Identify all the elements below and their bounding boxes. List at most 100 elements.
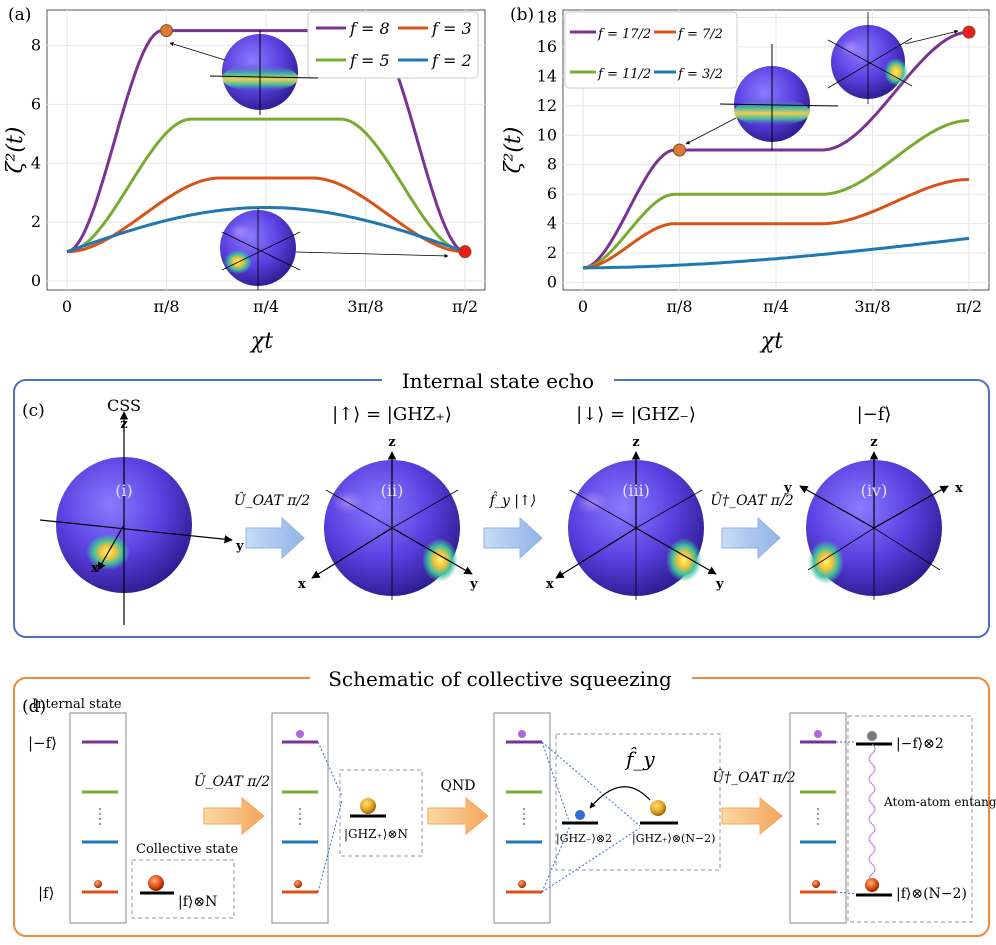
level-diagram-1: [69, 712, 127, 924]
y-tick-label: 4: [547, 214, 557, 233]
op-arrow-1: [245, 516, 305, 560]
op-label-3: Û†_OAT π/2: [710, 491, 793, 509]
op-label-1: Û_OAT π/2: [234, 491, 310, 509]
x-axis-label-b: χt: [759, 329, 783, 354]
x-tick-label: π/2: [452, 297, 478, 316]
state-ghz-plus-rest: |GHZ₊⟩⊗(N−2): [632, 832, 715, 846]
op-arrow-d3: [721, 796, 783, 836]
legend-b-item-3: f = 3/2: [677, 67, 723, 82]
state-f-rest: |f⟩⊗(N−2): [896, 886, 967, 902]
y-tick-label: 12: [537, 96, 557, 115]
y-tick-label: 18: [537, 7, 557, 26]
y-tick-label: 16: [537, 37, 557, 56]
legend-a-item-1: f = 3: [431, 19, 472, 38]
y-tick-label: 14: [537, 66, 557, 85]
legend-a-item-2: f = 5: [349, 51, 390, 70]
axis-x-label-iv: x: [955, 481, 963, 496]
axis-z-label-i: z: [120, 417, 127, 432]
sphere-inset-b-top: [827, 12, 913, 104]
series-line-f-3: [66, 176, 466, 254]
panel-c-title: Internal state echo: [402, 369, 594, 393]
sphere-ghz-minus: [555, 451, 717, 600]
x-tick-label: π/4: [253, 297, 279, 316]
sphere-label-ii: (ii): [381, 481, 404, 500]
op-label-2: f̂_y |↑⟩: [489, 491, 536, 509]
op-arrow-3: [721, 516, 781, 560]
legend-a-item-0: f = 8: [349, 19, 390, 38]
state-ghz-plus: |↑⟩ = |GHZ₊⟩: [332, 404, 452, 425]
axis-z-label-ii: z: [388, 435, 395, 450]
series-line-f-5: [66, 117, 466, 254]
state-f-N: |f⟩⊗N: [178, 894, 217, 910]
state-minus-f-2: |−f⟩⊗2: [896, 736, 944, 752]
level-diagram-3: [493, 712, 641, 924]
data-marker: [962, 25, 976, 39]
internal-state-label: Internal state: [32, 697, 122, 712]
sphere-label-iii: (iii): [622, 481, 650, 500]
x-tick-label: 3π/8: [854, 297, 890, 316]
x-tick-label: 0: [578, 297, 588, 316]
data-marker: [673, 143, 686, 157]
x-axis-label-a: χt: [249, 329, 273, 354]
y-tick-label: 2: [31, 212, 41, 231]
op-label-d2: QND: [441, 778, 476, 794]
axis-y-label-ii: y: [469, 577, 478, 592]
y-tick-label: 0: [547, 273, 557, 292]
sphere-label-iv: (iv): [861, 481, 888, 500]
legend-b-item-0: f = 17/2: [597, 27, 651, 42]
state-ghz-plus-N: |GHZ₊⟩⊗N: [344, 827, 408, 841]
data-marker: [160, 24, 173, 38]
x-tick-label: π/4: [763, 297, 789, 316]
panel-c-label: (c): [22, 401, 45, 421]
legend-b: f = 17/2 f = 7/2 f = 11/2 f = 3/2: [564, 11, 738, 89]
axis-z-label-iii: z: [632, 435, 639, 450]
axis-y-label-iii: y: [715, 577, 724, 592]
y-tick-label: 8: [31, 35, 41, 54]
series-line-f-11-2: [582, 119, 970, 270]
level-bottom-label: |f⟩: [38, 884, 54, 902]
sphere-minus-f: [799, 451, 949, 600]
x-tick-label: 3π/8: [347, 297, 383, 316]
panel-d-frame: [13, 677, 990, 937]
legend-a: f = 8 f = 3 f = 5 f = 2: [307, 11, 479, 79]
x-tick-label: π/8: [153, 297, 179, 316]
legend-b-item-1: f = 7/2: [677, 27, 723, 42]
y-axis-label-b: ζ²(t): [501, 127, 526, 174]
x-tick-label: π/2: [956, 297, 982, 316]
x-tick-label: 0: [62, 297, 72, 316]
level-diagram-2: [271, 712, 343, 924]
sphere-label-i: (i): [115, 481, 133, 500]
sphere-inset-a-top: [209, 30, 319, 115]
sphere-css: [39, 411, 233, 625]
x-tick-label: π/8: [666, 297, 692, 316]
op-label-d1: Û_OAT π/2: [194, 772, 270, 790]
panel-d-label: (d): [22, 697, 46, 717]
panel-d-title: Schematic of collective squeezing: [328, 667, 672, 691]
entanglement-label: Atom-atom entanglement: [883, 795, 996, 809]
legend-b-item-2: f = 11/2: [597, 67, 651, 82]
axis-x-label-iii: x: [546, 577, 554, 592]
fy-operator: f̂_y: [624, 747, 655, 771]
op-label-d3: Û†_OAT π/2: [712, 768, 795, 786]
axis-z-label-iv: z: [870, 435, 877, 450]
y-tick-label: 0: [31, 271, 41, 290]
state-ghz-minus: |↓⟩ = |GHZ₋⟩: [576, 404, 696, 425]
state-ghz-minus-2: |GHZ₋⟩⊗2: [556, 832, 612, 846]
y-tick-label: 6: [547, 184, 557, 203]
y-tick-label: 2: [547, 243, 557, 262]
axis-x-label-ii: x: [298, 577, 306, 592]
y-axis-label-a: ζ²(t): [3, 127, 28, 174]
legend-a-item-3: f = 2: [431, 51, 472, 70]
sphere-ghz-plus: [311, 451, 473, 600]
axis-y-label-i: y: [235, 539, 244, 554]
sphere-inset-a-bottom: [220, 208, 301, 290]
axis-y-label-iv: y: [783, 481, 792, 496]
state-minus-f: |−f⟩: [857, 404, 892, 425]
axis-x-label-i: x: [91, 561, 99, 576]
series-line-f-7-2: [582, 178, 970, 270]
css-label: CSS: [107, 396, 141, 415]
series-line-f-3-2: [583, 236, 970, 270]
y-tick-label: 4: [31, 153, 41, 172]
data-marker: [458, 245, 472, 259]
